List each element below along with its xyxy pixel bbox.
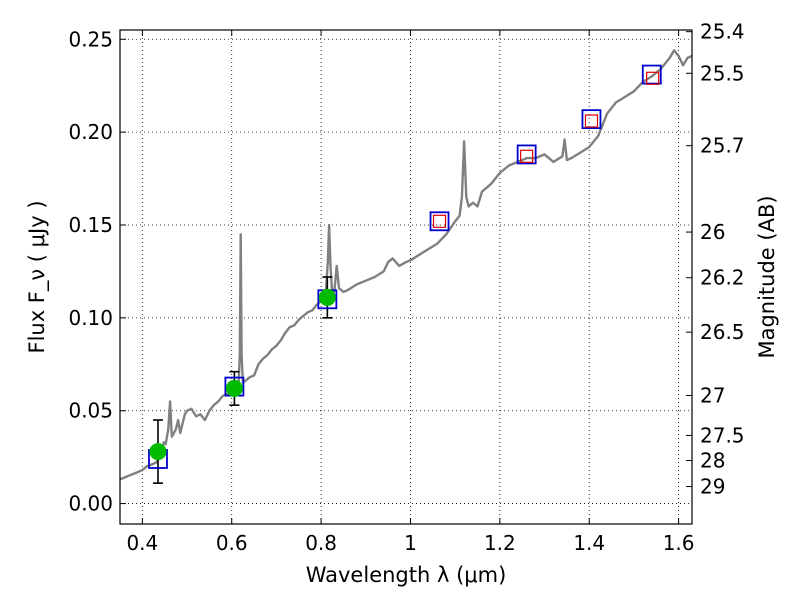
- y-tick-label: 0.20: [68, 120, 113, 144]
- right-tick-label: 27: [700, 383, 725, 407]
- observed-marker: [149, 443, 167, 461]
- model-photometry-marker: [641, 64, 662, 85]
- observed-marker: [225, 379, 243, 397]
- x-tick-label: 1.2: [484, 531, 516, 555]
- model-photometry-marker: [429, 211, 450, 232]
- x-tick-label: 1.4: [573, 531, 605, 555]
- right-tick-label: 25.4: [700, 20, 745, 44]
- x-tick-label: 1: [404, 531, 417, 555]
- x-tick-label: 0.4: [126, 531, 158, 555]
- predicted-marker: [584, 114, 599, 128]
- right-tick-label: 28: [700, 448, 725, 472]
- predicted-marker: [432, 214, 447, 228]
- plot-area: [119, 49, 693, 484]
- plot-background: [120, 30, 692, 524]
- y-tick-label: 0.10: [68, 306, 113, 330]
- right-tick-label: 29: [700, 474, 725, 498]
- y-tick-label: 0.00: [68, 492, 113, 516]
- predicted-marker: [646, 71, 660, 85]
- right-tick-label: 25.7: [700, 134, 745, 158]
- right-tick-label: 27.5: [700, 423, 745, 447]
- x-tick-label: 0.8: [305, 531, 337, 555]
- plot-frame: [119, 29, 693, 525]
- y-axis-ticks: 0.00 0.05 0.10 0.15 0.20 0.25: [68, 27, 126, 516]
- x-tick-label: 1.6: [663, 531, 695, 555]
- y-tick-label: 0.25: [68, 27, 113, 51]
- right-tick-label: 26: [700, 220, 725, 244]
- model-photometry-marker: [516, 144, 537, 165]
- x-tick-label: 0.6: [216, 531, 248, 555]
- right-tick-label: 26.5: [700, 320, 745, 344]
- y-axis-label: Flux F_ν ( μJy ): [25, 200, 50, 353]
- right-axis-label: Magnitude (AB): [755, 195, 779, 358]
- right-tick-label: 26.2: [700, 266, 745, 290]
- x-axis-label: Wavelength λ (μm): [306, 563, 507, 587]
- y-tick-label: 0.15: [68, 213, 113, 237]
- grid-lines: [120, 30, 692, 524]
- model-spectrum-line: [119, 49, 693, 481]
- x-axis-ticks: 0.4 0.6 0.8 1 1.2 1.4 1.6: [126, 30, 695, 555]
- model-photometry-marker: [581, 109, 602, 130]
- predicted-marker: [520, 149, 534, 163]
- right-tick-label: 25.5: [700, 61, 745, 85]
- observed-marker: [318, 288, 336, 306]
- y-tick-label: 0.05: [68, 399, 113, 423]
